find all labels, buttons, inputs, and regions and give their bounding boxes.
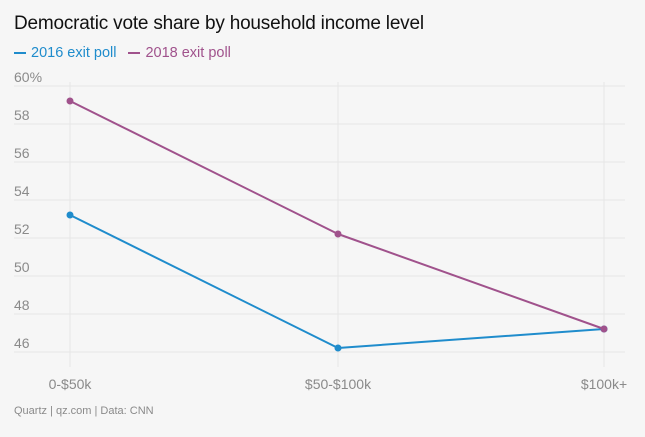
y-tick-label: 56 (14, 145, 30, 161)
data-point-1-2 (600, 325, 608, 333)
y-tick-label: 46 (14, 335, 30, 351)
y-tick-label: 52 (14, 221, 30, 237)
series-line-1 (69, 100, 605, 330)
legend-item-2018: 2018 exit poll (128, 45, 231, 61)
data-point-1-0 (66, 97, 74, 105)
legend-swatch-2018 (128, 52, 141, 54)
legend-item-2016: 2016 exit poll (14, 45, 116, 61)
y-tick-label: 48 (14, 297, 30, 313)
data-point-1-1 (334, 230, 342, 238)
y-tick-label: 50 (14, 259, 30, 275)
data-point-0-1 (334, 344, 342, 352)
source-footer: Quartz | qz.com | Data: CNN (14, 405, 154, 417)
x-tick-label: 0-$50k (49, 376, 93, 392)
y-tick-label: 58 (14, 107, 30, 123)
chart-title: Democratic vote share by household incom… (14, 13, 424, 34)
data-point-0-0 (66, 211, 74, 219)
legend-label-2018: 2018 exit poll (145, 45, 231, 61)
y-tick-label: 54 (14, 183, 30, 199)
legend-label-2016: 2016 exit poll (31, 45, 117, 61)
x-tick-label: $50-$100k (305, 376, 372, 392)
legend: 2016 exit poll 2018 exit poll (14, 45, 243, 61)
legend-swatch-2016 (14, 52, 26, 54)
y-tick-label: 60% (14, 69, 42, 85)
x-tick-label: $100k+ (581, 376, 627, 392)
